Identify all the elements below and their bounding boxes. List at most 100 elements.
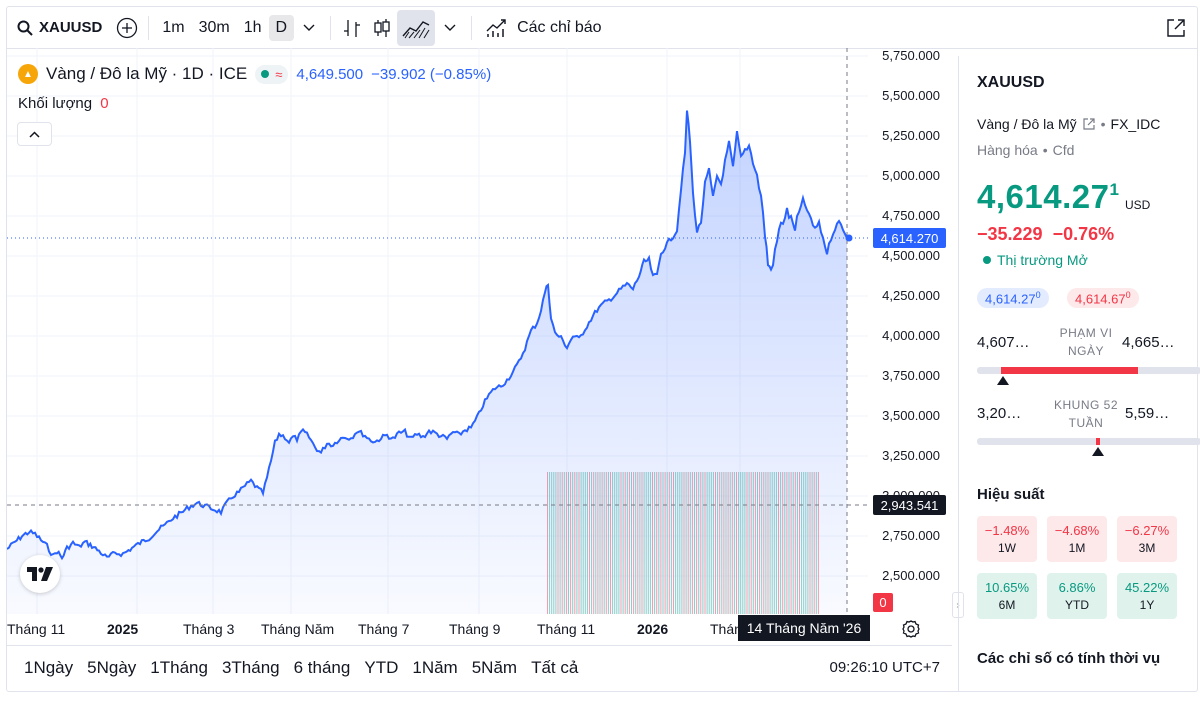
top-toolbar: XAUUSD 1m 30m 1h D Các chỉ báo [7, 7, 1197, 49]
ask-sup: 0 [1125, 290, 1131, 300]
volume-tag-label: 0 [879, 595, 887, 610]
perf-6m-value: 10.65% [984, 580, 1030, 595]
price-tick: 2,500.000 [882, 568, 940, 583]
chart-style-dropdown[interactable] [435, 13, 465, 43]
range-ytd[interactable]: YTD [364, 657, 399, 677]
price-axis[interactable]: 5,750.000 5,500.000 5,250.000 5,000.000 4,75… [868, 48, 948, 613]
indicators-label: Các chỉ báo [517, 18, 602, 36]
status-dot-icon [261, 70, 270, 78]
price-chart[interactable] [7, 48, 868, 614]
panel-change-pct: −0.76% [1052, 224, 1115, 244]
perf-1w[interactable]: −1.48% 1W [977, 516, 1037, 562]
range-5d[interactable]: 5Ngày [87, 657, 137, 677]
chevron-down-icon [303, 24, 315, 31]
week52-bar [977, 438, 1200, 445]
toolbar-divider [471, 15, 473, 40]
price-tick: 4,750.000 [882, 208, 940, 223]
range-bar: 1Ngày 5Ngày 1Tháng 3Tháng 6 tháng YTD 1N… [7, 645, 952, 689]
range-1m[interactable]: 1Tháng [150, 657, 208, 677]
price-tick: 4,250.000 [882, 288, 940, 303]
market-status-pill[interactable]: ≈ [255, 64, 289, 84]
search-icon [17, 20, 33, 36]
perf-1m-value: −4.68% [1054, 523, 1100, 538]
panel-change: −35.229 [977, 224, 1043, 244]
panel-symbol: XAUUSD [977, 74, 1045, 91]
time-tick: Tháng Năm [261, 621, 335, 637]
range-1d[interactable]: 1Ngày [24, 657, 74, 677]
time-tick: Thán [710, 621, 742, 637]
bars-style-button[interactable] [337, 13, 367, 43]
chart-settings-button[interactable] [900, 618, 922, 640]
range-6m[interactable]: 6 tháng [293, 657, 351, 677]
price-tick: 4,500.000 [882, 248, 940, 263]
volume-label: Khối lượng [18, 95, 93, 112]
indicators-icon [486, 18, 506, 37]
panel-description[interactable]: Vàng / Đô la Mỹ [977, 116, 1077, 132]
toolbar-divider [148, 15, 150, 40]
interval-30m[interactable]: 30m [198, 18, 230, 36]
perf-3m[interactable]: −6.27% 3M [1117, 516, 1177, 562]
symbol-search[interactable]: XAUUSD [7, 7, 112, 48]
price-tick: 3,750.000 [882, 368, 940, 383]
panel-type: Cfd [1052, 142, 1075, 158]
panel-market-status: Thị trường Mở [983, 252, 1088, 268]
compare-button[interactable] [112, 13, 142, 43]
crosshair-date-tag: 14 Tháng Năm '26 [738, 615, 870, 641]
perf-1m[interactable]: −4.68% 1M [1047, 516, 1107, 562]
add-circle-icon [117, 17, 138, 38]
ask-value: 4,614.67 [1075, 291, 1126, 307]
legend-change: −39.902 (−0.85%) [371, 65, 492, 83]
candles-style-button[interactable] [367, 13, 397, 43]
day-range-marker-icon [997, 376, 1009, 385]
legend-price: 4,649.500 [296, 65, 364, 83]
day-high: 4,665… [1122, 334, 1175, 351]
external-link-icon[interactable] [1082, 117, 1096, 131]
interval-d[interactable]: D [268, 14, 295, 41]
performance-title: Hiệu suất [977, 486, 1045, 503]
range-3m[interactable]: 3Tháng [221, 657, 280, 677]
interval-dropdown[interactable] [294, 13, 324, 43]
range-all[interactable]: Tất cả [531, 657, 579, 677]
day-range-fill [1001, 367, 1138, 374]
candles-icon [374, 18, 390, 37]
time-axis[interactable]: Tháng 11 2025 Tháng 3 Tháng Năm Tháng 7 Tháng… [7, 615, 870, 643]
ask-badge[interactable]: 4,614.670 [1067, 288, 1139, 309]
indicators-button[interactable]: Các chỉ báo [478, 13, 609, 43]
open-external-button[interactable] [1161, 13, 1191, 43]
day-low: 4,607… [977, 334, 1030, 351]
bars-icon [344, 19, 361, 37]
perf-6m[interactable]: 10.65% 6M [977, 573, 1037, 619]
price-tick: 3,250.000 [882, 448, 940, 463]
gold-symbol-icon: ▲ [18, 64, 38, 84]
perf-3m-value: −6.27% [1124, 523, 1170, 538]
last-price-dot [845, 234, 853, 242]
perf-ytd[interactable]: 6.86% YTD [1047, 573, 1107, 619]
interval-1h[interactable]: 1h [243, 18, 262, 36]
week52-label-1: KHUNG 52 [1053, 398, 1119, 412]
price-line [7, 110, 848, 561]
time-tick: 2025 [107, 621, 139, 637]
symbol-details-panel: XAUUSD Vàng / Đô la Mỹ • FX_IDC Hàng hóa… [958, 56, 1200, 692]
bid-sup: 0 [1035, 290, 1041, 300]
widget-frame [6, 6, 1198, 692]
legend-collapse-button[interactable] [17, 122, 52, 146]
interval-1m[interactable]: 1m [162, 18, 185, 36]
volume-value: 0 [100, 95, 109, 112]
perf-1m-label: 1M [1068, 541, 1086, 555]
chevron-down-icon [444, 24, 456, 31]
time-tick: Tháng 3 [183, 621, 235, 637]
panel-change-row: −35.229 −0.76% [977, 224, 1114, 245]
bid-badge[interactable]: 4,614.270 [977, 288, 1049, 309]
area-style-button[interactable] [397, 9, 436, 46]
panel-price-sup: 1 [1109, 180, 1119, 199]
range-1y[interactable]: 1Năm [412, 657, 458, 677]
range-5y[interactable]: 5Năm [471, 657, 518, 677]
legend-title: Vàng / Đô la Mỹ · 1D · ICE [46, 64, 248, 83]
day-range-label-2: NGÀY [1067, 344, 1104, 358]
clock-timezone[interactable]: 09:26:10 UTC+7 [829, 659, 941, 676]
perf-1y[interactable]: 45.22% 1Y [1117, 573, 1177, 619]
panel-price: 4,614.27 [977, 178, 1110, 215]
day-range-label-1: PHẠM VI [1059, 326, 1113, 340]
tradingview-logo[interactable] [20, 555, 60, 593]
day-range-label: PHẠM VI NGÀY [1031, 324, 1141, 360]
